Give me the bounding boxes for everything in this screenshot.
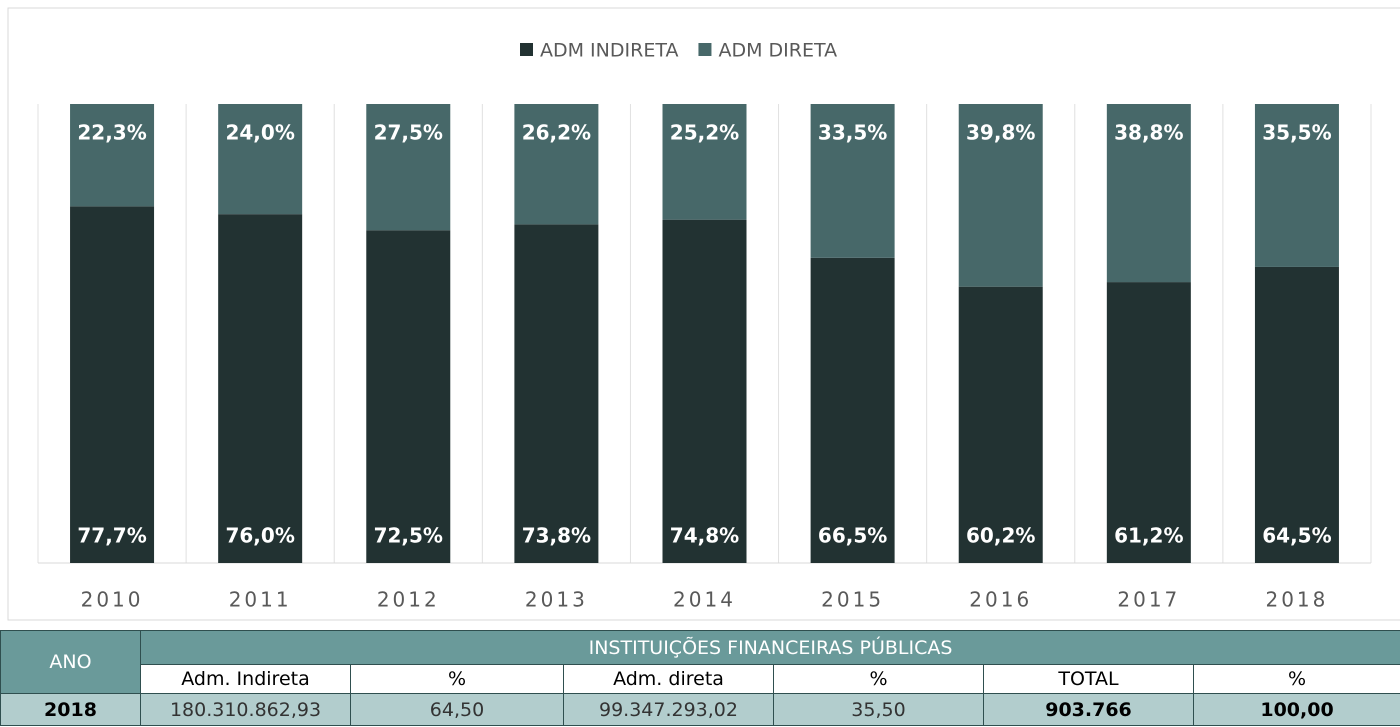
bar-segment — [366, 230, 451, 563]
bar-segment — [662, 104, 747, 220]
column-header: Adm. direta — [563, 664, 774, 694]
column-header: % — [350, 664, 564, 694]
column-header: % — [773, 664, 984, 694]
x-tick-label: 2010 — [81, 588, 144, 612]
value-label: 24,0% — [225, 121, 294, 145]
value-label: 39,8% — [966, 121, 1035, 145]
legend-label: ADM DIRETA — [718, 40, 837, 62]
x-tick-label: 2012 — [377, 588, 440, 612]
x-tick-label: 2013 — [525, 588, 588, 612]
table-cell: 64,50 — [350, 693, 564, 726]
table-cell: 100,00 — [1192, 693, 1400, 726]
table-cell: 2018 — [0, 693, 141, 726]
column-header: Adm. Indireta — [140, 664, 351, 694]
x-tick-label: 2016 — [969, 588, 1032, 612]
x-tick-label: 2018 — [1265, 588, 1328, 612]
table-title: INSTITUIÇÕES FINANCEIRAS PÚBLICAS — [139, 630, 1400, 665]
legend-label: ADM INDIRETA — [540, 40, 678, 62]
column-header-row: Adm. Indireta% Adm. direta% TOTAL% — [1, 664, 1400, 694]
x-tick-label: 2017 — [1117, 588, 1180, 612]
bar-segment — [1254, 104, 1339, 267]
column-header: % — [1192, 664, 1400, 694]
bar-segment — [514, 104, 599, 225]
bar-segment — [958, 104, 1043, 287]
bar-segment — [218, 104, 303, 215]
value-label: 26,2% — [522, 121, 591, 145]
value-label: 35,5% — [1262, 121, 1331, 145]
table-cell: 99.347.293,02 — [563, 693, 774, 726]
bar-segment — [958, 286, 1043, 563]
column-header: TOTAL — [983, 664, 1194, 694]
x-tick-label: 2011 — [229, 588, 292, 612]
bar-segment — [70, 104, 155, 207]
legend-swatch — [698, 43, 712, 56]
corner-cell: ANO — [0, 630, 141, 694]
value-label: 25,2% — [670, 121, 739, 145]
bar-segment — [514, 224, 599, 563]
value-label: 38,8% — [1114, 121, 1183, 145]
bar-segment — [662, 219, 747, 563]
value-label: 64,5% — [1262, 524, 1331, 548]
table-cell: 35,50 — [773, 693, 984, 726]
value-label: 33,5% — [818, 121, 887, 145]
table-cell: 180.310.862,93 — [140, 693, 351, 726]
value-label: 27,5% — [374, 121, 443, 145]
value-label: 74,8% — [670, 524, 739, 548]
x-tick-label: 2015 — [821, 588, 884, 612]
bar-segment — [1106, 104, 1191, 283]
value-label: 61,2% — [1114, 524, 1183, 548]
bar-segment — [1106, 282, 1191, 563]
value-label: 60,2% — [966, 524, 1035, 548]
bar-segment — [366, 104, 451, 231]
bar-segment — [70, 206, 155, 563]
table-row: 2018 180.310.862,93 64,50 99.347.293,02 35,5… — [0, 693, 1400, 726]
chart: ADM INDIRETA ADM DIRETA 2010 77,7% 22,3% 2011… — [7, 7, 1400, 621]
value-label: 76,0% — [225, 524, 294, 548]
value-label: 72,5% — [374, 524, 443, 548]
table-cell: 903.766 — [983, 693, 1194, 726]
value-label: 73,8% — [522, 524, 591, 548]
value-label: 22,3% — [77, 121, 146, 145]
bar-segment — [810, 104, 895, 258]
value-label: 66,5% — [818, 524, 887, 548]
bar-segment — [1254, 266, 1339, 563]
value-label: 77,7% — [77, 524, 146, 548]
bar-segment — [810, 257, 895, 563]
bar-segment — [218, 214, 303, 563]
legend-swatch — [520, 43, 533, 56]
data-table: ANO INSTITUIÇÕES FINANCEIRAS PÚBLICAS Adm… — [0, 630, 1400, 726]
x-tick-label: 2014 — [673, 588, 736, 612]
